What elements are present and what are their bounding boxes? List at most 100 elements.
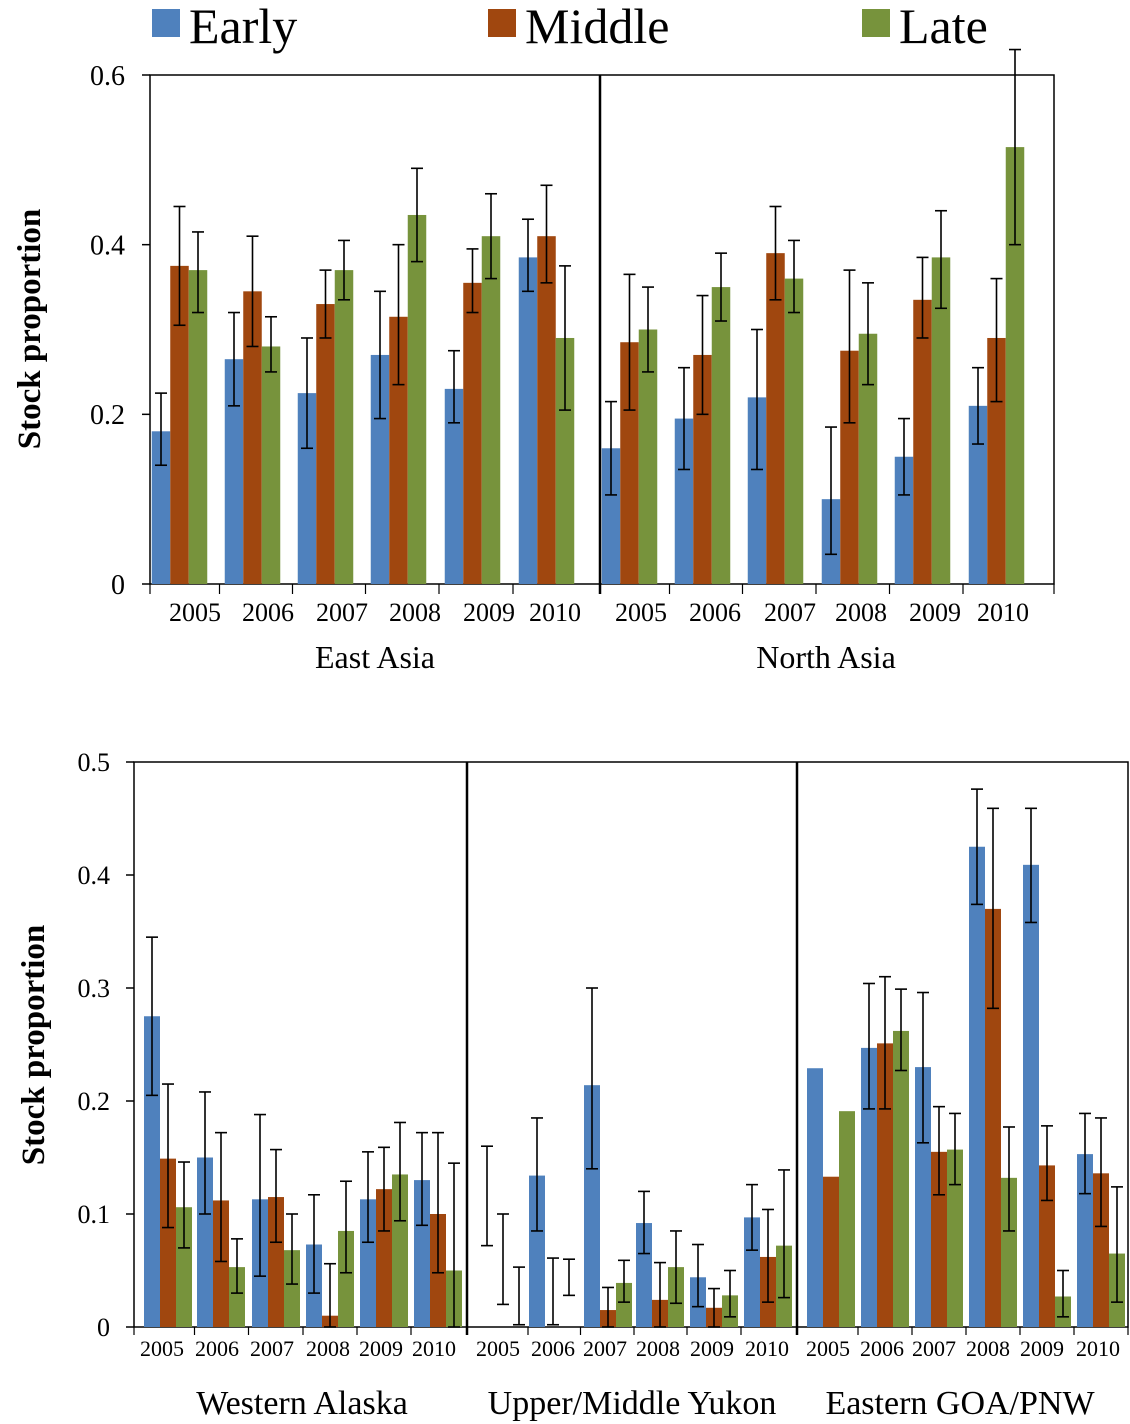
x-tick-label: 2006 — [531, 1336, 575, 1361]
x-tick-label: 2009 — [463, 598, 515, 627]
legend-swatch-late — [862, 9, 890, 37]
error-bar-east-asia-2007-late — [338, 239, 350, 301]
error-bar-east-asia-2008-middle — [392, 243, 405, 386]
bar-western-alaska-2007-middle — [268, 1197, 284, 1327]
y-tick-label: 0.6 — [90, 61, 125, 92]
error-bar-eastern-goa-pnw-2007-middle — [933, 1105, 945, 1196]
x-tick-label: 2006 — [860, 1336, 904, 1361]
group-label-western-alaska: Western Alaska — [196, 1385, 408, 1422]
error-bar-north-asia-2006-middle — [696, 294, 709, 416]
error-bar-upper-middle-yukon-2006-early — [531, 1117, 543, 1232]
bar-eastern-goa-pnw-2005-early — [807, 1068, 823, 1327]
x-tick-label: 2009 — [359, 1336, 403, 1361]
bar-eastern-goa-pnw-2006-late — [893, 1030, 909, 1327]
legend-label-middle: Middle — [525, 0, 669, 54]
bar-eastern-goa-pnw-2010-middle — [1093, 1173, 1109, 1327]
error-bar-western-alaska-2010-early — [416, 1131, 428, 1227]
error-bar-north-asia-2007-early — [751, 328, 763, 471]
error-bar-north-asia-2007-middle — [769, 205, 782, 301]
bar-western-alaska-2006-middle — [213, 1200, 229, 1327]
error-bar-upper-middle-yukon-2005-middle — [497, 1213, 509, 1306]
north-america-panel: 0 0.1 0.2 0.3 0.4 0.5 Stock proportion 2005 2006… — [16, 748, 1129, 1422]
bar-east-asia-2009-late — [481, 236, 501, 584]
bar-western-alaska-2005-early — [144, 1016, 160, 1327]
error-bar-east-asia-2009-middle — [466, 248, 479, 314]
y-axis-label: Stock proportion — [12, 209, 48, 450]
bar-east-asia-2007-middle — [316, 304, 335, 584]
bar-east-asia-2010-late — [555, 337, 575, 584]
bar-east-asia-2008-middle — [389, 316, 408, 584]
bar-eastern-goa-pnw-2007-early — [915, 1067, 931, 1327]
group-label-upper-middle-yukon: Upper/Middle Yukon — [488, 1385, 777, 1422]
error-bar-east-asia-2009-late — [485, 192, 497, 280]
bar-east-asia-2009-early — [444, 388, 464, 584]
error-bar-upper-middle-yukon-2007-early — [586, 987, 598, 1170]
error-bar-upper-middle-yukon-2008-early — [638, 1190, 650, 1255]
error-bar-western-alaska-2006-early — [199, 1091, 211, 1215]
error-bar-eastern-goa-pnw-2010-early — [1079, 1112, 1091, 1195]
y-tick-label: 0.4 — [90, 230, 125, 261]
error-bar-north-asia-2009-late — [935, 209, 947, 310]
x-tick-label: 2005 — [615, 598, 667, 627]
bar-upper-middle-yukon-2010-early — [744, 1217, 760, 1327]
error-bar-eastern-goa-pnw-2007-late — [949, 1112, 961, 1186]
error-bar-eastern-goa-pnw-2006-early — [863, 982, 875, 1110]
bar-east-asia-2006-middle — [243, 291, 262, 584]
bar-upper-middle-yukon-2007-early — [584, 1085, 600, 1327]
y-tick-label: 0.4 — [78, 861, 111, 890]
bar-east-asia-2006-late — [261, 346, 281, 584]
bar-western-alaska-2007-late — [284, 1250, 300, 1327]
error-bar-western-alaska-2010-late — [448, 1162, 460, 1328]
legend-swatch-early — [152, 9, 180, 37]
error-bar-eastern-goa-pnw-2010-middle — [1095, 1117, 1107, 1228]
error-bar-upper-middle-yukon-2008-late — [670, 1230, 682, 1305]
error-bar-upper-middle-yukon-2008-middle — [654, 1261, 666, 1328]
bar-north-asia-2007-late — [784, 278, 804, 584]
bar-east-asia-2005-middle — [170, 265, 189, 584]
error-bar-east-asia-2007-early — [301, 337, 313, 450]
bar-north-asia-2008-late — [858, 333, 878, 584]
error-bar-eastern-goa-pnw-2006-middle — [879, 975, 891, 1110]
bar-eastern-goa-pnw-2008-early — [969, 846, 985, 1327]
x-tick-label: 2005 — [806, 1336, 850, 1361]
error-bar-east-asia-2005-late — [192, 231, 204, 314]
bar-north-asia-2005-middle — [620, 342, 639, 584]
error-bar-western-alaska-2005-middle — [162, 1083, 174, 1229]
bar-east-asia-2008-early — [370, 354, 390, 584]
bar-eastern-goa-pnw-2010-early — [1077, 1154, 1093, 1327]
x-tick-label: 2009 — [690, 1336, 734, 1361]
error-bar-east-asia-2005-early — [155, 392, 167, 467]
bar-north-asia-2007-early — [747, 397, 767, 584]
bar-western-alaska-2009-late — [392, 1174, 408, 1327]
bar-upper-middle-yukon-2006-early — [529, 1175, 545, 1327]
bar-north-asia-2010-late — [1005, 147, 1025, 584]
legend-label-early: Early — [189, 0, 297, 54]
bar-east-asia-2010-early — [518, 257, 538, 584]
group-east-asia: 2005 2006 2007 2008 2009 2010 East Asia — [151, 167, 581, 675]
bar-north-asia-2008-middle — [840, 350, 859, 584]
bar-north-asia-2010-middle — [987, 337, 1006, 584]
x-tick-label: 2005 — [140, 1336, 184, 1361]
x-tick-label: 2008 — [966, 1336, 1010, 1361]
error-bar-eastern-goa-pnw-2009-early — [1025, 807, 1037, 924]
error-bar-western-alaska-2009-middle — [378, 1146, 390, 1232]
error-bar-north-asia-2008-early — [825, 426, 837, 556]
error-bar-western-alaska-2005-late — [178, 1161, 190, 1249]
x-tick-label: 2007 — [250, 1336, 294, 1361]
bar-north-asia-2006-middle — [693, 354, 712, 584]
x-tick-label: 2005 — [476, 1336, 520, 1361]
error-bar-western-alaska-2007-middle — [270, 1148, 282, 1244]
error-bar-eastern-goa-pnw-2009-late — [1057, 1269, 1069, 1318]
error-bar-upper-middle-yukon-2009-late — [724, 1269, 736, 1318]
error-bar-north-asia-2006-late — [715, 252, 727, 322]
bar-eastern-goa-pnw-2006-middle — [877, 1043, 893, 1327]
error-bar-upper-middle-yukon-2009-early — [692, 1243, 704, 1308]
error-bar-east-asia-2008-early — [374, 290, 386, 420]
error-bar-east-asia-2007-middle — [319, 269, 332, 339]
error-bar-north-asia-2005-middle — [623, 273, 636, 411]
error-bar-eastern-goa-pnw-2010-late — [1111, 1186, 1123, 1303]
error-bar-north-asia-2008-middle — [843, 269, 856, 424]
bar-eastern-goa-pnw-2005-late — [839, 1111, 855, 1327]
bar-north-asia-2006-early — [674, 418, 694, 584]
